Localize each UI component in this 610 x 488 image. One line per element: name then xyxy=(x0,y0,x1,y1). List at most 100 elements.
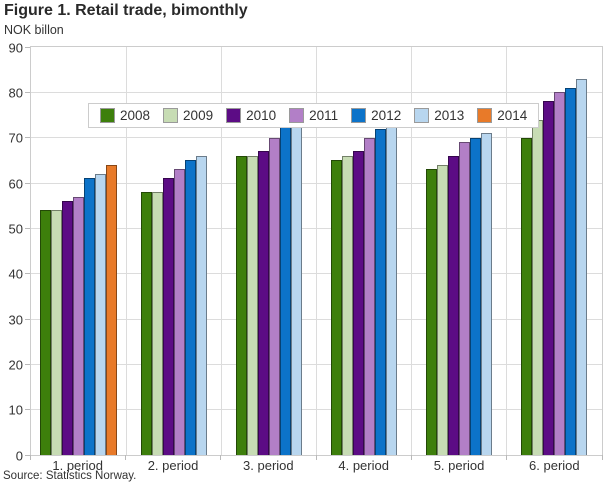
x-axis-category-label-1: 1. period xyxy=(52,458,103,473)
legend-item-2013[interactable]: 2013 xyxy=(414,108,464,123)
legend-label-2009: 2009 xyxy=(183,108,214,123)
x-tick-mark-5 xyxy=(506,455,508,460)
x-axis-category-label-6: 6. period xyxy=(529,458,580,473)
y-tick-mark-50 xyxy=(25,227,30,229)
legend-item-2010[interactable]: 2010 xyxy=(226,108,276,123)
bar-2008-period-6 xyxy=(521,137,533,455)
bar-2009-period-5 xyxy=(437,164,449,455)
bar-group-period-4 xyxy=(317,47,412,455)
y-axis-tick-label-60: 60 xyxy=(8,176,23,192)
bar-2008-period-3 xyxy=(235,155,247,455)
page-title: Figure 1. Retail trade, bimonthly xyxy=(4,2,248,19)
bar-2012-period-6 xyxy=(565,87,577,455)
legend-item-2014[interactable]: 2014 xyxy=(477,108,527,123)
bar-2012-period-3 xyxy=(279,119,291,455)
legend-label-2014: 2014 xyxy=(497,108,528,123)
y-tick-mark-30 xyxy=(25,318,30,320)
y-tick-mark-70 xyxy=(25,137,30,139)
bar-group-period-1 xyxy=(31,47,126,455)
y-tick-mark-10 xyxy=(25,409,30,411)
legend-item-2012[interactable]: 2012 xyxy=(351,108,401,123)
bar-2008-period-2 xyxy=(140,192,152,455)
y-tick-mark-40 xyxy=(25,273,30,275)
legend-swatch-2014 xyxy=(477,108,493,123)
legend-swatch-2008 xyxy=(100,108,115,123)
x-tick-mark-0 xyxy=(29,455,31,460)
bar-2011-period-3 xyxy=(268,137,280,455)
x-tick-mark-1 xyxy=(124,455,126,460)
legend-label-2010: 2010 xyxy=(246,108,277,123)
legend-swatch-2010 xyxy=(226,108,242,123)
y-axis-tick-label-90: 90 xyxy=(8,40,23,55)
y-axis-tick-label-40: 40 xyxy=(8,266,23,282)
v-gridline-5 xyxy=(506,47,508,455)
y-tick-mark-60 xyxy=(25,182,30,184)
legend-swatch-2012 xyxy=(351,108,367,123)
legend-item-2008[interactable]: 2008 xyxy=(100,108,150,123)
bar-group-period-2 xyxy=(126,47,221,455)
bar-2013-period-4 xyxy=(386,115,398,455)
bar-2011-period-5 xyxy=(459,142,471,455)
plot-area: 0 10 20 30 40 50 60 70 80 90 2008 2009 2010 2011 2012… xyxy=(9,40,603,463)
legend-label-2013: 2013 xyxy=(434,108,465,123)
bar-2012-period-4 xyxy=(375,128,387,455)
x-tick-mark-3 xyxy=(315,455,317,460)
bar-2010-period-4 xyxy=(353,151,365,455)
bar-groups-layer xyxy=(31,47,602,455)
v-gridline-3 xyxy=(316,47,317,455)
y-axis-tick-label-0: 0 xyxy=(15,448,23,463)
x-axis: 1. period 2. period 3. period 4. period 5. p… xyxy=(29,455,603,477)
bar-2009-period-6 xyxy=(532,119,544,455)
v-gridline-2 xyxy=(220,47,222,455)
bar-group-period-6 xyxy=(507,47,602,455)
x-axis-category-label-5: 5. period xyxy=(433,458,485,473)
x-axis-category-label-4: 4. period xyxy=(338,458,389,473)
y-axis-tick-label-30: 30 xyxy=(8,312,23,328)
y-axis-tick-label-70: 70 xyxy=(8,130,23,146)
x-tick-mark-6 xyxy=(601,455,603,460)
bar-2011-period-4 xyxy=(364,137,376,455)
bar-2009-period-3 xyxy=(246,155,258,455)
bar-2009-period-4 xyxy=(342,155,354,455)
bar-2008-period-5 xyxy=(426,169,438,455)
y-axis-tick-label-20: 20 xyxy=(8,357,23,373)
bar-2010-period-2 xyxy=(162,178,174,455)
bar-2012-period-1 xyxy=(84,178,96,455)
bar-2011-period-2 xyxy=(173,169,185,455)
source-note: Source: Statistics Norway. xyxy=(3,470,137,482)
bar-2010-period-1 xyxy=(62,201,74,455)
legend-item-2011[interactable]: 2011 xyxy=(289,108,338,123)
y-tick-mark-80 xyxy=(25,91,30,93)
v-gridline-1 xyxy=(125,47,127,455)
bar-2012-period-2 xyxy=(184,160,196,455)
bar-2009-period-1 xyxy=(51,210,63,455)
y-axis-unit-label: NOK billon xyxy=(4,23,64,37)
legend-item-2009[interactable]: 2009 xyxy=(163,108,213,123)
bar-2009-period-2 xyxy=(151,192,163,455)
x-tick-mark-4 xyxy=(410,455,412,460)
x-tick-mark-2 xyxy=(220,455,222,460)
y-axis-tick-label-80: 80 xyxy=(8,85,23,101)
y-axis-tick-label-10: 10 xyxy=(8,402,23,418)
bar-2013-period-6 xyxy=(576,78,588,455)
bar-2010-period-6 xyxy=(543,101,555,455)
legend-label-2008: 2008 xyxy=(120,108,151,123)
legend-label-2011: 2011 xyxy=(309,108,339,123)
bar-group-period-3 xyxy=(221,47,316,455)
bar-group-period-5 xyxy=(412,47,507,455)
legend-swatch-2009 xyxy=(163,108,179,123)
y-axis-tick-label-50: 50 xyxy=(8,221,23,237)
legend-label-2012: 2012 xyxy=(371,108,402,123)
y-tick-mark-0 xyxy=(25,454,30,456)
y-tick-mark-20 xyxy=(25,363,30,365)
x-axis-category-label-3: 3. period xyxy=(243,458,294,473)
bar-2013-period-3 xyxy=(290,115,302,455)
x-axis-category-label-2: 2. period xyxy=(147,458,199,473)
bar-2011-period-1 xyxy=(73,196,85,455)
bar-2013-period-2 xyxy=(195,155,207,455)
bar-2012-period-5 xyxy=(470,137,482,455)
bar-2014-period-1 xyxy=(106,164,118,455)
bar-2013-period-5 xyxy=(481,133,493,455)
bar-2011-period-6 xyxy=(554,92,566,455)
